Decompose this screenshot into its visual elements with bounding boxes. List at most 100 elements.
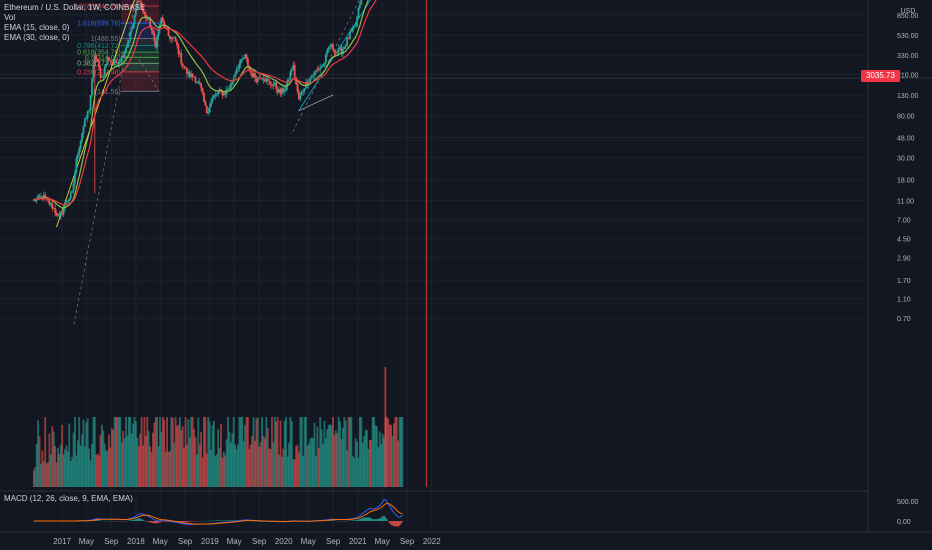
candle-body [174, 37, 177, 42]
volume-bar [248, 449, 251, 487]
candle-body [154, 41, 157, 48]
candle-body [339, 47, 341, 49]
candle-body [232, 77, 235, 82]
volume-bar [265, 417, 268, 487]
volume-bar [47, 462, 49, 487]
candle-body [103, 66, 106, 76]
volume-bar [310, 437, 313, 487]
volume-bar [326, 429, 329, 487]
volume-bar [177, 424, 180, 487]
volume-bar [245, 417, 248, 487]
candle-body [313, 71, 316, 76]
candle-body [75, 158, 78, 173]
volume-bar [292, 459, 295, 487]
candle-body [283, 89, 286, 92]
candle-body [66, 200, 69, 203]
candle-body [326, 49, 329, 55]
ema30-legend[interactable]: EMA (30, close, 0) [4, 33, 70, 42]
macd-histogram-bar [136, 518, 139, 521]
macd-histogram-bar [376, 519, 378, 521]
volume-bar [346, 450, 349, 487]
candle-body [120, 55, 123, 62]
candle-body [110, 61, 113, 63]
volume-bar [89, 460, 92, 487]
macd-histogram-bar [140, 519, 143, 521]
candle-body [161, 17, 164, 22]
volume-bar [99, 434, 102, 487]
candle-body [255, 78, 258, 83]
candle-body [55, 212, 58, 216]
macd-histogram-bar [184, 521, 187, 522]
volume-bar [68, 423, 71, 487]
volume-bar [332, 417, 334, 487]
macd-histogram-bar [400, 521, 402, 524]
volume-bar [377, 446, 380, 487]
chart-legend: Ethereum / U.S. Dollar, 1W, COINBASE Vol… [4, 3, 145, 43]
volume-bar [207, 417, 210, 487]
volume-legend[interactable]: Vol [4, 13, 16, 22]
volume-bar [315, 455, 317, 487]
candle-body [113, 60, 116, 64]
candle-body [336, 51, 339, 53]
dashed-line-2018 [138, 59, 160, 92]
volume-bar [350, 417, 353, 487]
volume-bar [299, 417, 302, 487]
fib-zone [121, 57, 159, 64]
volume-bar [344, 420, 347, 487]
volume-bar [142, 445, 144, 487]
symbol-title[interactable]: Ethereum / U.S. Dollar, 1W, COINBASE [4, 3, 146, 12]
last-price-tag: 3035.73 [861, 70, 900, 82]
volume-bar [391, 436, 394, 487]
macd-histogram-bar [163, 521, 166, 522]
volume-bar [191, 417, 194, 487]
volume-bar [375, 426, 378, 487]
candle-body [180, 53, 183, 64]
volume-bar [322, 443, 324, 487]
volume-bar [105, 451, 108, 487]
volume-bar [41, 450, 44, 487]
macd-histogram-bar [359, 519, 361, 521]
ema15-legend[interactable]: EMA (15, close, 0) [4, 23, 70, 32]
volume-bar [83, 446, 86, 487]
candle-body [343, 46, 346, 50]
volume-bar [385, 417, 388, 487]
macd-legend[interactable]: MACD (12, 26, close, 9, EMA, EMA) [4, 494, 133, 503]
y-tick-label: 1.70 [897, 278, 911, 285]
volume-bar [149, 446, 151, 487]
candle-body [146, 18, 149, 20]
volume-bar [290, 421, 293, 487]
candle-body [203, 92, 205, 102]
candle-body [105, 63, 108, 67]
candle-body [360, 0, 363, 5]
macd-histogram-bar [357, 519, 360, 521]
candle-body [132, 24, 134, 30]
candle-body [200, 82, 203, 88]
macd-histogram-bar [234, 520, 236, 521]
candle-body [259, 77, 262, 80]
volume-bar [252, 417, 255, 487]
volume-bar [57, 447, 59, 487]
candle-body [147, 18, 150, 20]
volume-bar [75, 455, 78, 487]
candle-body [221, 91, 224, 96]
volume-bar [109, 447, 112, 487]
candle-body [72, 182, 75, 191]
candle-body [171, 37, 174, 39]
macd-histogram-bar [366, 517, 368, 521]
candle-body [278, 89, 280, 93]
candle-body [298, 91, 300, 100]
volume-bar [112, 429, 115, 487]
volume-bar [221, 457, 224, 487]
candle-body [136, 0, 139, 10]
candle-body [275, 82, 278, 89]
volume-bar [242, 441, 245, 487]
candle-body [201, 87, 204, 93]
fib-level-label: 0.236(222.98) [77, 69, 121, 76]
candle-body [156, 36, 159, 48]
candle-body [149, 18, 151, 27]
candle-body [290, 69, 293, 72]
volume-bar [227, 417, 229, 487]
candle-body [241, 59, 244, 60]
volume-bar [251, 435, 254, 487]
